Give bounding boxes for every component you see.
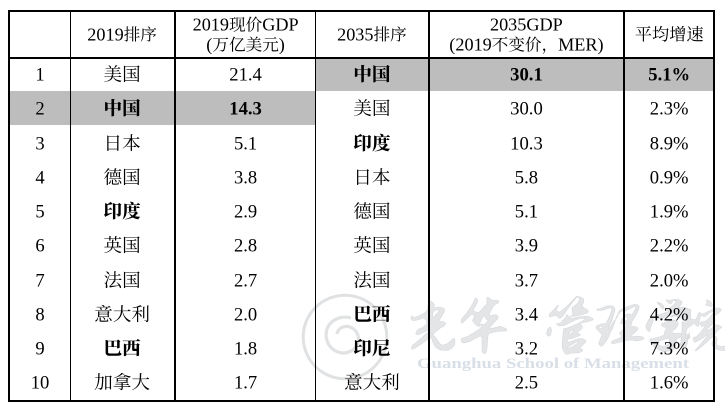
svg-text:5.1%: 5.1% — [648, 65, 690, 86]
svg-text:8.9%: 8.9% — [650, 133, 689, 154]
svg-text:3.4: 3.4 — [515, 305, 538, 326]
svg-text:9: 9 — [35, 339, 44, 360]
svg-text:30.1: 30.1 — [510, 65, 543, 86]
svg-text:3.7: 3.7 — [515, 270, 538, 291]
svg-text:8: 8 — [35, 305, 44, 326]
svg-text:GDP: GDP — [262, 14, 298, 34]
svg-text:5.1: 5.1 — [234, 133, 257, 154]
svg-text:2.3%: 2.3% — [650, 99, 689, 120]
svg-text:2.9: 2.9 — [234, 202, 257, 223]
svg-text:1.7: 1.7 — [234, 373, 257, 394]
svg-text:3.9: 3.9 — [515, 236, 538, 257]
svg-text:3.2: 3.2 — [515, 339, 538, 360]
svg-text:6: 6 — [35, 236, 44, 257]
svg-text:4.2%: 4.2% — [650, 305, 689, 326]
svg-text:5.8: 5.8 — [515, 168, 538, 189]
svg-text:2.0: 2.0 — [234, 305, 257, 326]
svg-text:7: 7 — [35, 270, 44, 291]
svg-text:2.5: 2.5 — [515, 373, 538, 394]
svg-text:2.8: 2.8 — [234, 236, 257, 257]
svg-text:): ) — [278, 34, 284, 54]
svg-text:2.7: 2.7 — [234, 270, 257, 291]
svg-text:2.2%: 2.2% — [650, 236, 689, 257]
svg-text:5: 5 — [35, 202, 44, 223]
svg-text:5.1: 5.1 — [515, 202, 538, 223]
svg-text:2035GDP: 2035GDP — [490, 14, 563, 34]
svg-text:0.9%: 0.9% — [650, 168, 689, 189]
svg-text:MER): MER) — [558, 34, 603, 54]
svg-text:2019: 2019 — [88, 24, 124, 44]
svg-text:10: 10 — [31, 373, 50, 394]
svg-text:4: 4 — [35, 168, 44, 189]
svg-text:2: 2 — [35, 99, 44, 120]
svg-text:2035: 2035 — [337, 24, 373, 44]
svg-text:2.0%: 2.0% — [650, 270, 689, 291]
svg-text:3: 3 — [35, 133, 44, 154]
svg-text:14.3: 14.3 — [229, 99, 262, 120]
svg-text:(: ( — [206, 34, 212, 54]
svg-text:7.3%: 7.3% — [650, 339, 689, 360]
svg-text:21.4: 21.4 — [229, 65, 262, 86]
svg-text:(2019: (2019 — [449, 34, 491, 54]
svg-text:30.0: 30.0 — [510, 99, 543, 120]
svg-text:1: 1 — [35, 65, 44, 86]
svg-text:1.9%: 1.9% — [650, 202, 689, 223]
svg-text:Guanghua School of Management: Guanghua School of Management — [417, 356, 689, 372]
svg-text:2019: 2019 — [192, 14, 228, 34]
svg-text:1.6%: 1.6% — [650, 373, 689, 394]
svg-text:1.8: 1.8 — [234, 339, 257, 360]
svg-text:10.3: 10.3 — [510, 133, 543, 154]
svg-text:3.8: 3.8 — [234, 168, 257, 189]
